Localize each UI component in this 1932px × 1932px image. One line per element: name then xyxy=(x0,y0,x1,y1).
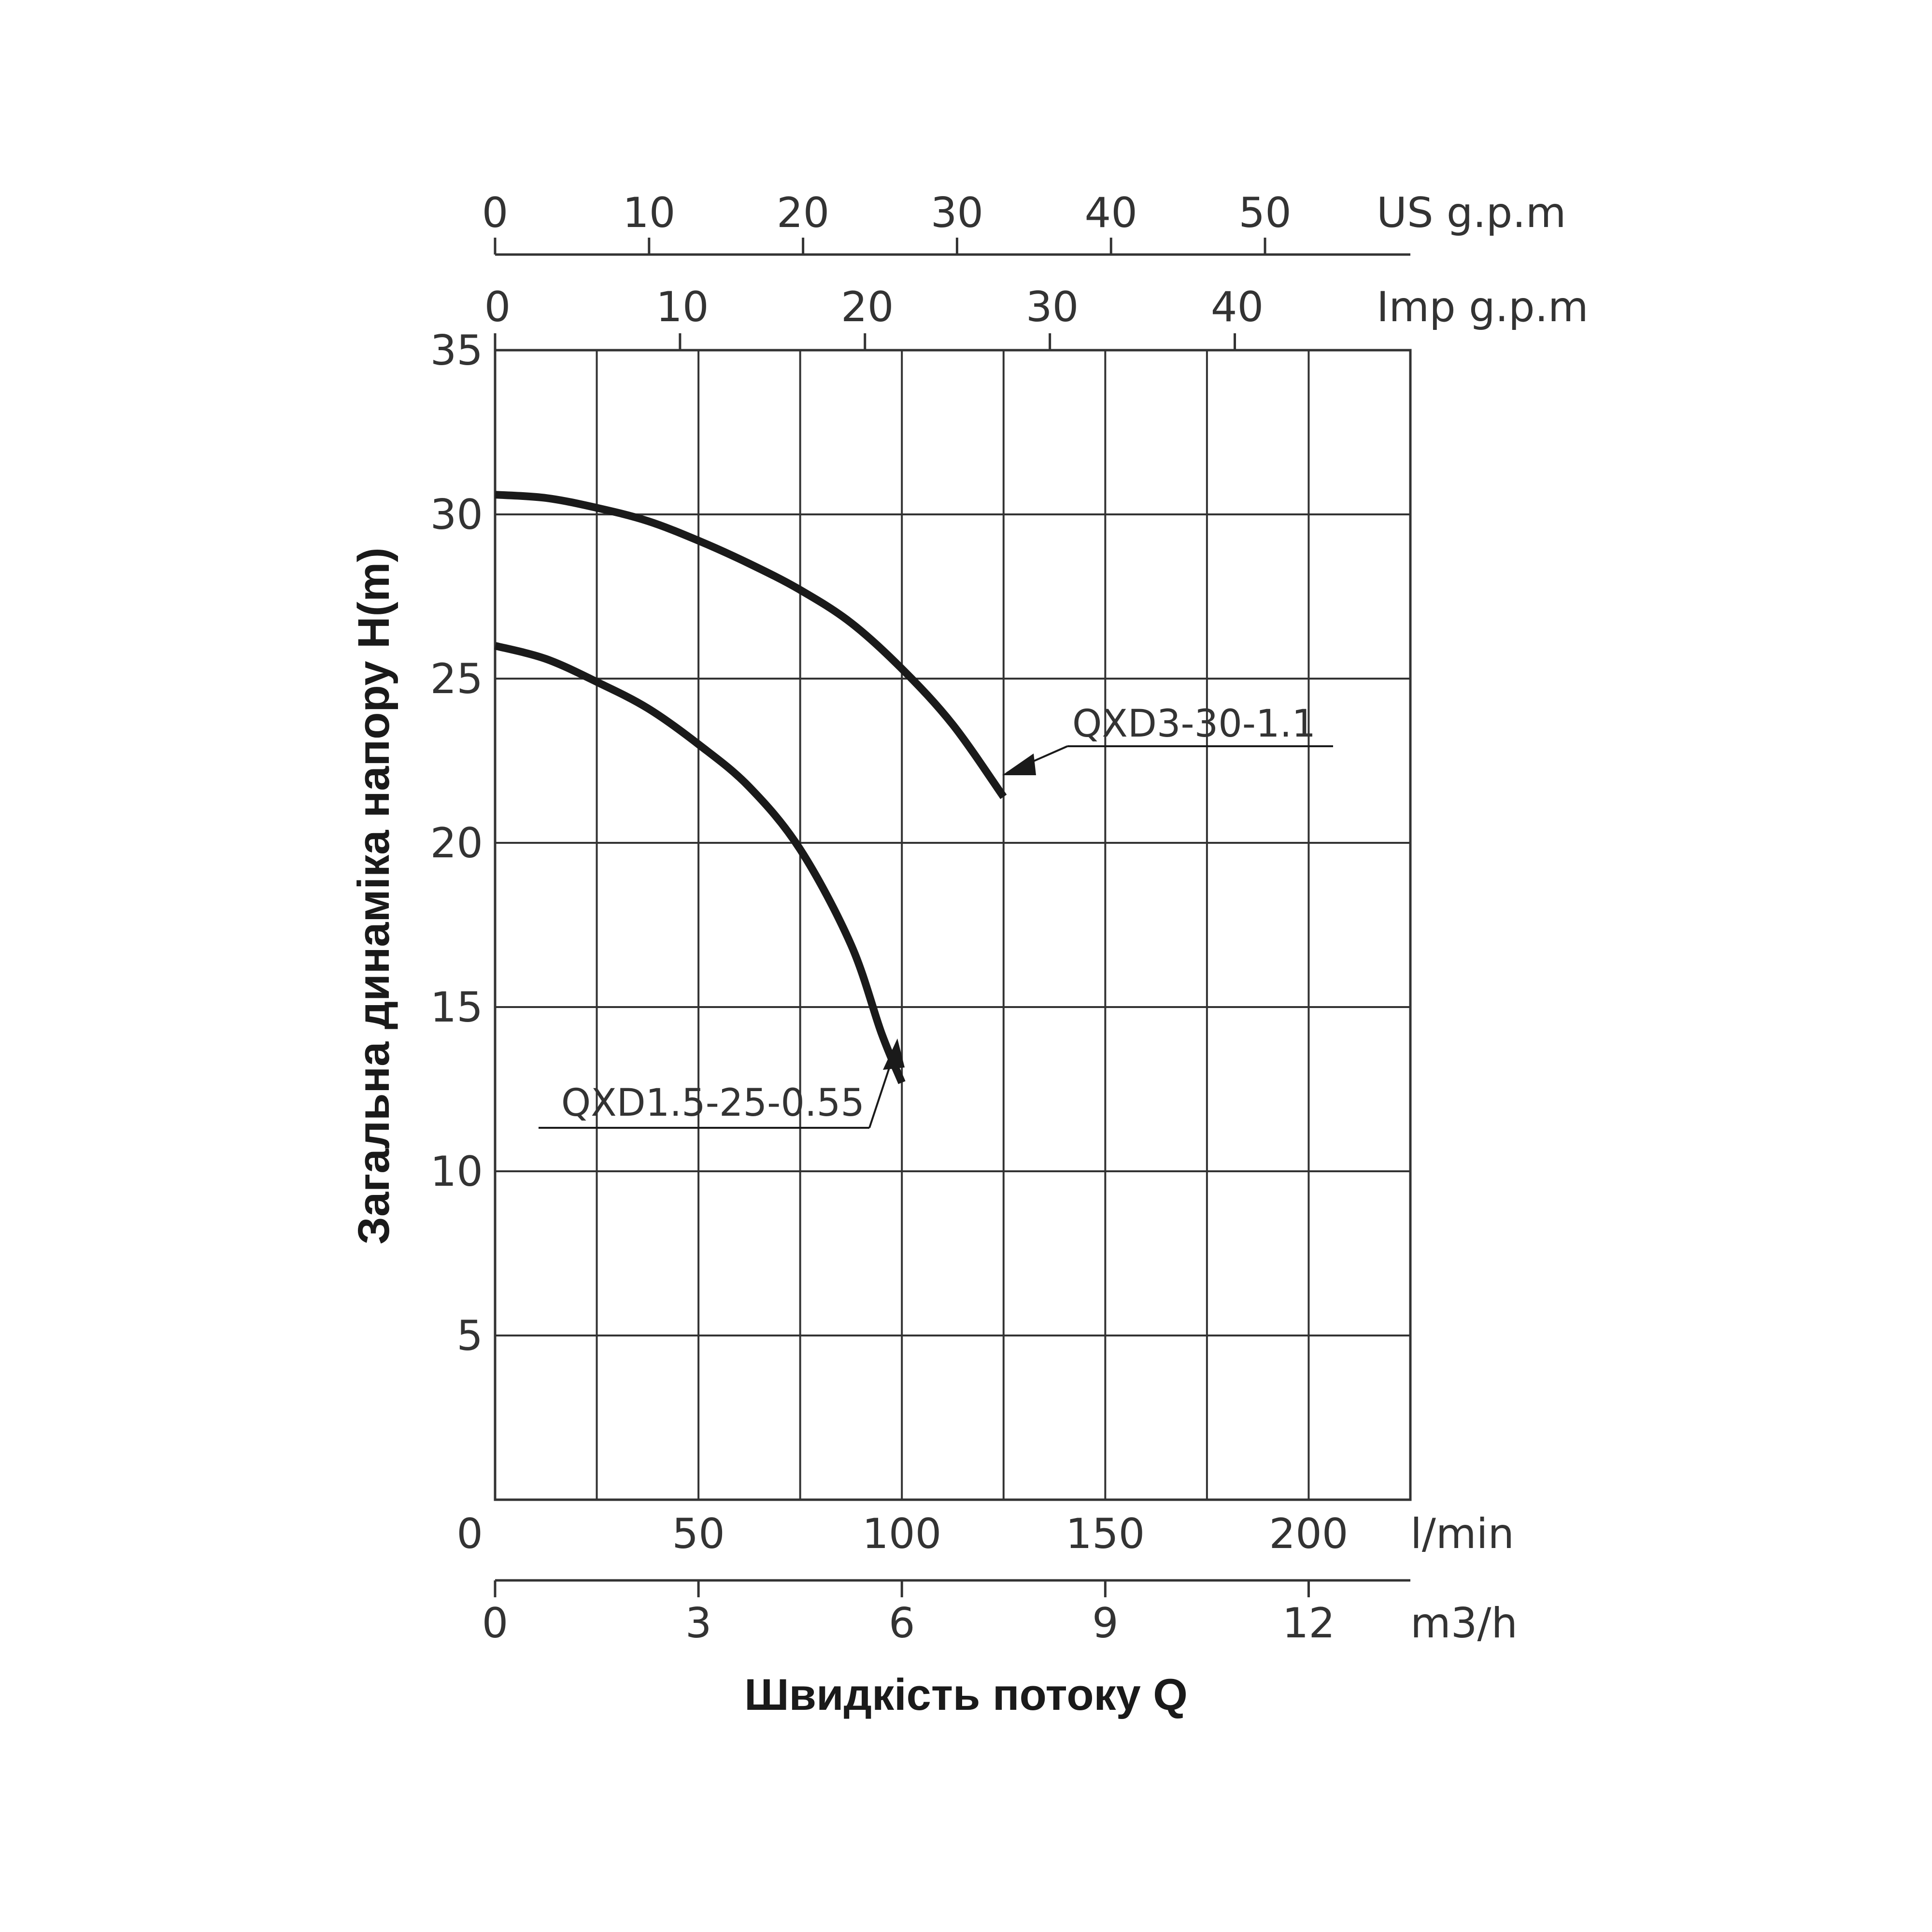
y-tick-label: 25 xyxy=(430,655,483,703)
arrow-head xyxy=(883,1038,905,1070)
m3h-unit-label: m3/h xyxy=(1410,1599,1518,1648)
lmin-tick-label: 50 xyxy=(672,1510,724,1558)
imp-gpm-tick-label: 30 xyxy=(1026,283,1079,331)
us-gpm-tick-label: 50 xyxy=(1238,189,1291,237)
y-tick-label: 10 xyxy=(430,1148,483,1196)
m3h-tick-label: 3 xyxy=(685,1599,712,1648)
arrow-head xyxy=(1002,753,1036,775)
us-gpm-tick-label: 0 xyxy=(482,189,509,237)
grid-layer xyxy=(494,238,1412,1597)
us-gpm-tick-label: 40 xyxy=(1085,189,1137,237)
imp-gpm-tick-label: 0 xyxy=(484,283,511,331)
y-tick-label: 35 xyxy=(430,327,483,375)
series-label: QXD1.5-25-0.55 xyxy=(561,1081,865,1125)
series-label: QXD3-30-1.1 xyxy=(1072,702,1316,746)
lmin-tick-label: 0 xyxy=(456,1510,483,1558)
lmin-unit-label: l/min xyxy=(1410,1510,1514,1558)
imp-gpm-tick-label: 40 xyxy=(1211,283,1264,331)
m3h-tick-label: 9 xyxy=(1092,1599,1119,1648)
y-tick-label: 20 xyxy=(430,819,483,867)
imp-gpm-tick-label: 10 xyxy=(656,283,709,331)
y-tick-label: 5 xyxy=(456,1312,483,1360)
m3h-tick-label: 0 xyxy=(482,1599,509,1648)
series-curve xyxy=(494,642,906,1084)
y-tick-label: 15 xyxy=(430,983,483,1032)
imp-gpm-unit-label: Imp g.p.m xyxy=(1377,283,1589,331)
lmin-tick-label: 100 xyxy=(862,1510,941,1558)
lmin-tick-label: 150 xyxy=(1065,1510,1145,1558)
y-tick-label: 30 xyxy=(430,491,483,539)
series-curve xyxy=(495,491,1007,799)
x-axis-title: Швидкість потоку Q xyxy=(744,1670,1188,1719)
us-gpm-unit-label: US g.p.m xyxy=(1377,189,1566,237)
us-gpm-tick-label: 30 xyxy=(931,189,983,237)
m3h-tick-label: 12 xyxy=(1282,1599,1335,1648)
lmin-tick-label: 200 xyxy=(1269,1510,1348,1558)
m3h-tick-label: 6 xyxy=(889,1599,915,1648)
curve-layer xyxy=(494,491,1333,1129)
y-axis-title: Загальна динаміка напору H(m) xyxy=(349,547,398,1244)
us-gpm-tick-label: 10 xyxy=(623,189,675,237)
plot-frame xyxy=(494,349,1412,1501)
imp-gpm-tick-label: 20 xyxy=(841,283,894,331)
us-gpm-tick-label: 20 xyxy=(777,189,829,237)
